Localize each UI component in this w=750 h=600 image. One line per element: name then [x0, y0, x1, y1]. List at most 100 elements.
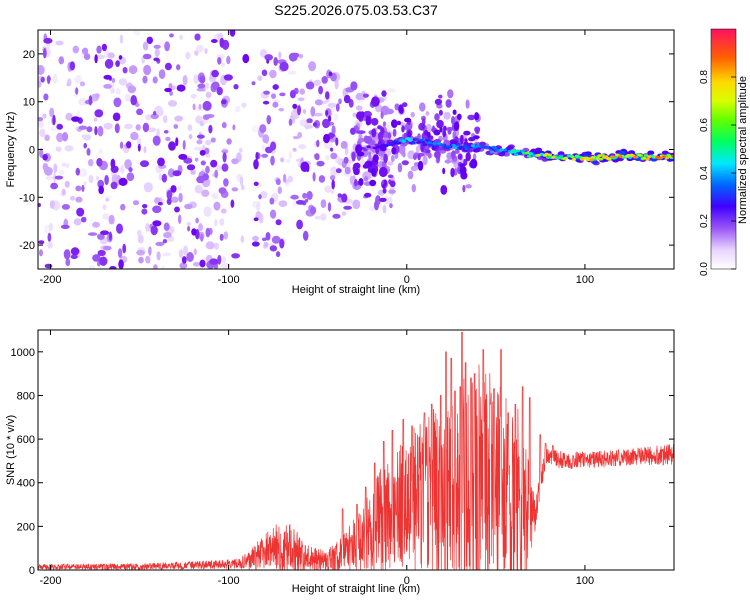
spectrogram-cell [269, 197, 275, 205]
spectrogram-cell [211, 81, 220, 90]
spectrogram-cell [153, 44, 161, 49]
spectrogram-cell [264, 146, 273, 154]
spectrogram-cell [382, 121, 387, 127]
spectrogram-cell [107, 52, 115, 59]
spectrogram-cell [156, 251, 161, 261]
spectrogram-cell [240, 235, 245, 243]
spectrogram-cell [187, 225, 191, 232]
spectrogram-cell [178, 249, 184, 259]
spectrogram-cell [128, 167, 133, 173]
spectrogram-cell [407, 170, 414, 180]
spectrogram-cell [389, 203, 393, 209]
spectrogram-cell [251, 125, 261, 133]
colorbar: 0.0 0.2 0.4 0.6 0.8 Normalized spectral ampl… [699, 28, 749, 276]
spectrogram-cell [154, 197, 161, 204]
spectrogram-cell [104, 58, 114, 69]
spectrogram-cell [118, 177, 128, 186]
spectrogram-cell [219, 218, 225, 226]
spectrogram-cell [124, 93, 131, 102]
spectrogram-cell [142, 75, 148, 84]
spectrogram-cell [102, 213, 110, 220]
spectrogram-cell [137, 234, 144, 244]
y-tick-label: 0 [29, 565, 35, 577]
spectrogram-cell [381, 184, 386, 189]
spectrogram-cell [192, 262, 201, 267]
spectrogram-cell [44, 263, 53, 269]
spectrogram-cell [427, 131, 431, 138]
x-tick-label: -100 [218, 575, 240, 587]
spectrogram-cell [279, 238, 285, 249]
x-tick-label: 0 [404, 274, 410, 286]
spectrogram-cell [105, 197, 110, 202]
spectrogram-cell [231, 253, 241, 259]
spectrogram-cell [306, 190, 313, 200]
spectrogram-cell [363, 176, 369, 182]
spectrogram-cell [113, 97, 122, 108]
spectrogram-cell [79, 81, 86, 87]
spectrogram-cell [292, 103, 298, 109]
spectrogram-cell [265, 232, 271, 241]
spectrogram-cell [615, 153, 620, 157]
spectrogram-cell [443, 111, 451, 120]
spectrogram-cell [126, 141, 132, 149]
spectrogram-cell [203, 206, 212, 217]
spectrogram-cell [428, 152, 432, 159]
spectrogram-cell [442, 130, 447, 138]
spectrogram-cell [88, 175, 94, 184]
spectrogram-cell [172, 170, 182, 177]
spectrogram-cell [316, 160, 325, 167]
spectrogram-cell [391, 119, 398, 128]
spectrogram-cell [411, 184, 416, 193]
spectrogram-cell [474, 126, 481, 133]
spectrogram-cell [357, 151, 365, 157]
spectrogram-cell [69, 61, 76, 71]
spectrogram-cell [510, 149, 516, 152]
spectrogram-cell [239, 147, 243, 153]
spectrogram-cell [433, 129, 441, 136]
spectrogram-cell [217, 254, 222, 265]
spectrogram-cell [223, 231, 228, 240]
spectrogram-cell [103, 122, 113, 130]
spectrogram-cell [221, 99, 227, 105]
spectrogram-cell [220, 208, 227, 214]
spectrogram-cell [386, 122, 391, 133]
spectrogram-cell [40, 76, 45, 83]
spectrogram-cell [199, 259, 206, 268]
spectrogram-cell [327, 202, 332, 212]
spectrogram-cell [197, 134, 205, 139]
spectrogram-cell [302, 192, 308, 199]
spectrogram-cell [126, 172, 135, 182]
spectrogram-cell [318, 175, 326, 183]
spectrogram-cell [304, 124, 314, 129]
spectrogram-cell [45, 176, 54, 180]
spectrogram-cell [459, 145, 464, 149]
spectrogram-cell [142, 41, 149, 51]
spectrogram-cell [192, 103, 196, 111]
spectrogram-x-label: Height of straight line (km) [292, 284, 420, 296]
spectrogram-cell [73, 218, 82, 226]
spectrogram-cell [365, 161, 373, 168]
y-tick-label: 20 [23, 49, 35, 61]
spectrogram-cell [269, 245, 278, 252]
spectrogram-cell [462, 144, 468, 148]
spectrogram-cell [221, 149, 229, 154]
y-tick-label: 0 [29, 145, 35, 157]
spectrogram-cell [210, 159, 218, 168]
spectrogram-cell [425, 149, 431, 154]
spectrogram-cell [261, 153, 269, 158]
spectrogram-cell [148, 246, 152, 256]
spectrogram-cell [200, 160, 206, 166]
spectrogram-cell [80, 216, 87, 223]
spectrogram-cell [358, 178, 364, 186]
spectrogram-cell [183, 157, 193, 164]
spectrogram-cell [525, 151, 530, 155]
spectrogram-cell [424, 138, 429, 142]
spectrogram-cell [65, 258, 71, 267]
spectrogram-cell [176, 64, 181, 71]
spectrogram-cell [157, 108, 164, 117]
spectrogram-cell [460, 134, 464, 145]
spectrogram-cell [127, 85, 137, 94]
y-tick-label: 10 [23, 97, 35, 109]
spectrogram-cell [210, 39, 218, 43]
spectrogram-cell [474, 112, 480, 121]
